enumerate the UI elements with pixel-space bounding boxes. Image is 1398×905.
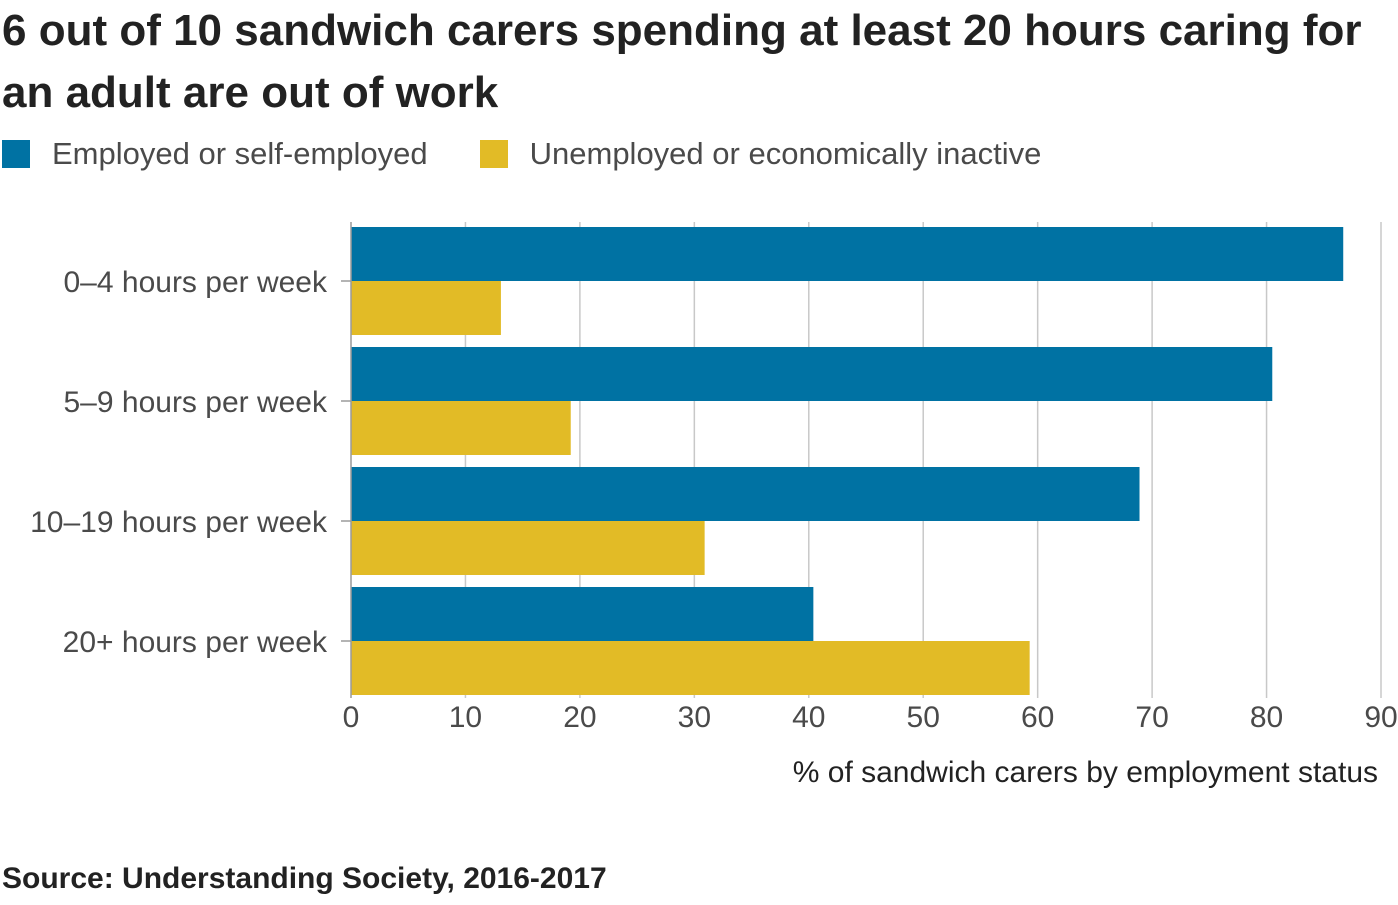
y-tick-label: 10–19 hours per week [30, 506, 328, 539]
bar [351, 641, 1030, 695]
legend-swatch-employed [2, 140, 30, 168]
x-axis-title: % of sandwich carers by employment statu… [793, 756, 1378, 789]
bar [351, 587, 814, 641]
x-tick-label: 90 [1364, 701, 1397, 734]
x-tick-label: 10 [449, 701, 482, 734]
x-tick-label: 50 [907, 701, 940, 734]
y-tick-label: 20+ hours per week [63, 626, 328, 659]
legend-swatch-unemployed [479, 140, 508, 168]
bar [351, 401, 571, 455]
source-note: Source: Understanding Society, 2016-2017 [2, 862, 607, 895]
x-tick-label: 20 [563, 701, 596, 734]
chart-title: 6 out of 10 sandwich carers spending at … [2, 6, 1362, 117]
x-tick-label: 40 [792, 701, 825, 734]
x-tick-label: 60 [1021, 701, 1054, 734]
legend: Employed or self-employed Unemployed or … [2, 134, 1093, 174]
legend-item-employed: Employed or self-employed [2, 136, 428, 172]
legend-label-employed: Employed or self-employed [52, 136, 428, 171]
legend-label-unemployed: Unemployed or economically inactive [529, 136, 1042, 171]
y-tick-label: 5–9 hours per week [64, 386, 328, 419]
x-tick-label: 70 [1135, 701, 1168, 734]
y-tick-label: 0–4 hours per week [64, 266, 328, 299]
bar [351, 227, 1344, 281]
bar [351, 467, 1140, 521]
legend-item-unemployed: Unemployed or economically inactive [479, 136, 1042, 172]
bar [351, 281, 501, 335]
bar [351, 521, 705, 575]
x-tick-label: 0 [343, 701, 360, 734]
x-tick-label: 80 [1250, 701, 1283, 734]
bar [351, 347, 1273, 401]
x-tick-label: 30 [678, 701, 711, 734]
